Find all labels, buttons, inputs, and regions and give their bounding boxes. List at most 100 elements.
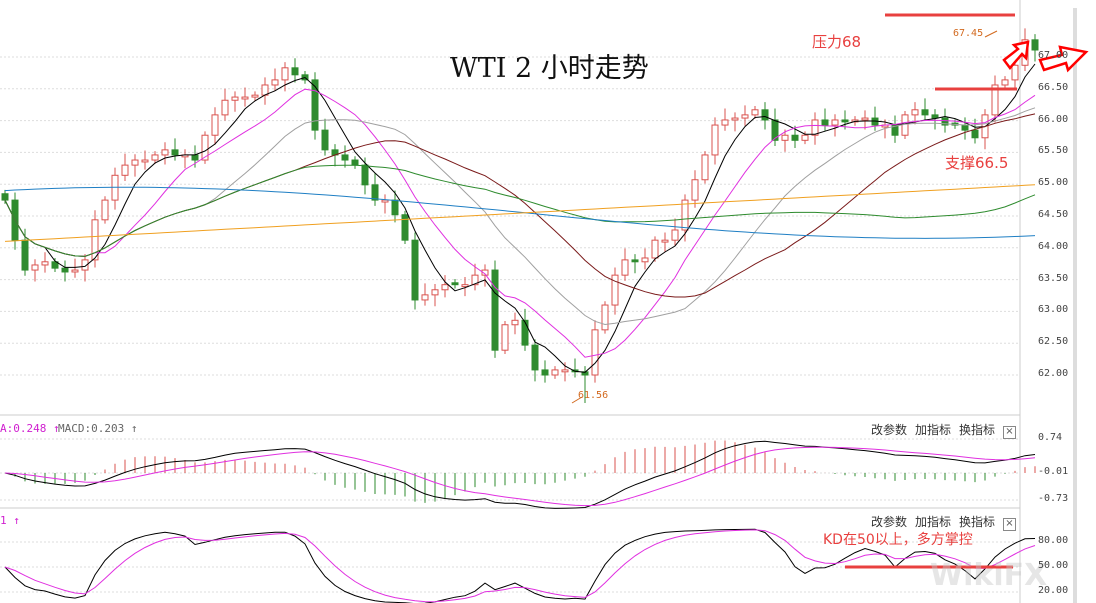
close-icon[interactable]: × — [1003, 518, 1016, 531]
candle-body — [521, 319, 529, 346]
candle-body — [961, 124, 969, 131]
candle-body — [531, 344, 539, 371]
add-indicator-button[interactable]: 加指标 — [914, 423, 951, 437]
y-tick-label: 66.00 — [1038, 113, 1069, 125]
ma60-line — [4, 164, 1036, 257]
switch-indicator-button[interactable]: 换指标 — [958, 423, 995, 437]
low-pointer — [571, 396, 583, 404]
candle-body — [731, 117, 739, 121]
candle-body — [591, 329, 599, 376]
candle-body — [641, 257, 649, 263]
candle-body — [771, 119, 779, 141]
chart-title: WTI 2 小时走势 — [450, 53, 649, 84]
y-tick-label: 64.50 — [1038, 209, 1069, 220]
y-tick-label: 65.50 — [1038, 145, 1069, 157]
candle-body — [281, 67, 289, 81]
resistance-label: 压力68 — [812, 33, 862, 51]
low-label: 61.56 — [578, 390, 609, 401]
candle-body — [701, 154, 709, 181]
close-icon[interactable]: × — [1003, 426, 1016, 439]
candle-body — [741, 114, 749, 119]
add-indicator-button[interactable]: 加指标 — [914, 515, 951, 529]
candle-body — [1001, 79, 1009, 86]
candle-body — [1, 193, 9, 201]
kd-value: 1 ↑ — [0, 514, 20, 527]
ma30-line — [4, 113, 1036, 298]
y-tick-label: 63.50 — [1038, 272, 1069, 284]
candle-body — [211, 114, 219, 136]
candle-body — [821, 119, 829, 126]
candle-body — [601, 304, 609, 331]
ma250-line — [4, 184, 1036, 242]
candle-body — [411, 239, 419, 301]
change-params-button[interactable]: 改参数 — [870, 423, 907, 437]
candle-body — [1011, 64, 1019, 81]
kd-d-line — [4, 529, 1036, 603]
candle-body — [1031, 39, 1039, 51]
candle-body — [661, 239, 669, 243]
candle-body — [381, 199, 389, 203]
macd-toolbar: 改参数 加指标 换指标 × — [863, 421, 1016, 439]
switch-indicator-button[interactable]: 换指标 — [958, 515, 995, 529]
y-tick-label: 67.00 — [1038, 50, 1069, 61]
kd-tick-label: 80.00 — [1038, 535, 1069, 546]
candle-body — [391, 199, 399, 216]
candle-body — [781, 134, 789, 141]
scrollbar — [1073, 8, 1077, 603]
candle-body — [751, 109, 759, 116]
candle-body — [811, 119, 819, 136]
red-arrow-icon — [1002, 40, 1030, 70]
candle-body — [71, 269, 79, 273]
y-tick-label: 63.00 — [1038, 304, 1069, 316]
candle-body — [551, 369, 559, 376]
candle-body — [911, 109, 919, 116]
support-label: 支撑66.5 — [945, 154, 1009, 172]
candle-body — [441, 284, 449, 291]
candle-body — [371, 184, 379, 201]
y-tick-label: 62.00 — [1038, 368, 1069, 379]
candle-body — [541, 369, 549, 376]
candle-body — [861, 117, 869, 121]
candle-body — [271, 79, 279, 86]
candle-body — [841, 119, 849, 123]
macd-a-value: A:0.248 ↑ — [0, 422, 60, 435]
high-label: 67.45 — [953, 28, 984, 39]
candle-body — [341, 154, 349, 161]
macd-tick-label: 0.74 — [1038, 432, 1063, 443]
candle-body — [681, 199, 689, 231]
macd-dif-line — [4, 440, 1036, 509]
candle-body — [631, 259, 639, 263]
ma120-line — [4, 186, 1036, 239]
candle-body — [31, 264, 39, 271]
y-tick-label: 65.00 — [1038, 177, 1069, 189]
candle-body — [451, 282, 459, 286]
candle-body — [321, 129, 329, 151]
candle-body — [61, 267, 69, 273]
macd-value: MACD:0.203 ↑ — [58, 422, 138, 435]
y-tick-label: 62.50 — [1038, 336, 1069, 348]
candle-body — [501, 324, 509, 351]
candle-body — [51, 261, 59, 269]
candle-body — [21, 239, 29, 271]
candle-body — [141, 159, 149, 163]
candle-body — [621, 259, 629, 276]
candle-body — [831, 119, 839, 126]
candle-body — [991, 84, 999, 116]
candle-body — [201, 134, 209, 161]
candle-body — [971, 129, 979, 139]
change-params-button[interactable]: 改参数 — [870, 515, 907, 529]
candle-body — [651, 239, 659, 259]
candle-body — [421, 294, 429, 301]
candle-body — [171, 149, 179, 156]
kd-tick-label: 50.00 — [1038, 560, 1069, 571]
candle-body — [361, 164, 369, 186]
candle-body — [511, 319, 519, 326]
candle-body — [791, 134, 799, 141]
candle-body — [941, 117, 949, 126]
red-arrow-icon — [1038, 45, 1089, 73]
y-tick-label: 66.50 — [1038, 81, 1069, 93]
candle-body — [251, 94, 259, 98]
candle-body — [401, 214, 409, 241]
candle-body — [721, 119, 729, 126]
y-tick-label: 64.00 — [1038, 240, 1069, 252]
